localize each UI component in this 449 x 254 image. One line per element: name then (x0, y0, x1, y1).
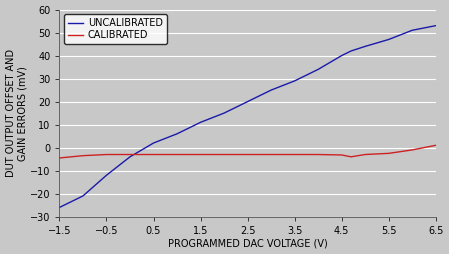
UNCALIBRATED (269, 89, 274, 92)
CALIBRATED (80, 154, 86, 157)
UNCALIBRATED (292, 79, 297, 82)
X-axis label: PROGRAMMED DAC VOLTAGE (V): PROGRAMMED DAC VOLTAGE (V) (168, 239, 327, 248)
Legend: UNCALIBRATED, CALIBRATED: UNCALIBRATED, CALIBRATED (64, 14, 167, 44)
UNCALIBRATED (348, 50, 354, 53)
UNCALIBRATED (128, 155, 133, 158)
CALIBRATED (245, 153, 250, 156)
CALIBRATED (316, 153, 321, 156)
CALIBRATED (174, 153, 180, 156)
CALIBRATED (348, 155, 354, 158)
UNCALIBRATED (221, 112, 227, 115)
CALIBRATED (362, 153, 368, 156)
Line: UNCALIBRATED: UNCALIBRATED (59, 26, 436, 208)
UNCALIBRATED (409, 29, 415, 32)
UNCALIBRATED (104, 174, 109, 177)
CALIBRATED (221, 153, 227, 156)
UNCALIBRATED (198, 121, 203, 124)
CALIBRATED (292, 153, 297, 156)
CALIBRATED (386, 152, 392, 155)
Line: CALIBRATED: CALIBRATED (59, 145, 436, 158)
UNCALIBRATED (306, 72, 312, 75)
CALIBRATED (128, 153, 133, 156)
UNCALIBRATED (362, 45, 368, 48)
Y-axis label: DUT OUTPUT OFFSET AND
GAIN ERRORS (mV): DUT OUTPUT OFFSET AND GAIN ERRORS (mV) (5, 49, 27, 177)
UNCALIBRATED (316, 68, 321, 71)
CALIBRATED (198, 153, 203, 156)
CALIBRATED (433, 144, 439, 147)
CALIBRATED (151, 153, 156, 156)
UNCALIBRATED (339, 54, 344, 57)
UNCALIBRATED (433, 24, 439, 27)
UNCALIBRATED (245, 100, 250, 103)
CALIBRATED (409, 148, 415, 151)
CALIBRATED (104, 153, 109, 156)
CALIBRATED (339, 153, 344, 156)
CALIBRATED (269, 153, 274, 156)
UNCALIBRATED (174, 132, 180, 135)
UNCALIBRATED (386, 38, 392, 41)
UNCALIBRATED (80, 194, 86, 197)
CALIBRATED (57, 156, 62, 160)
UNCALIBRATED (57, 206, 62, 209)
UNCALIBRATED (151, 141, 156, 145)
